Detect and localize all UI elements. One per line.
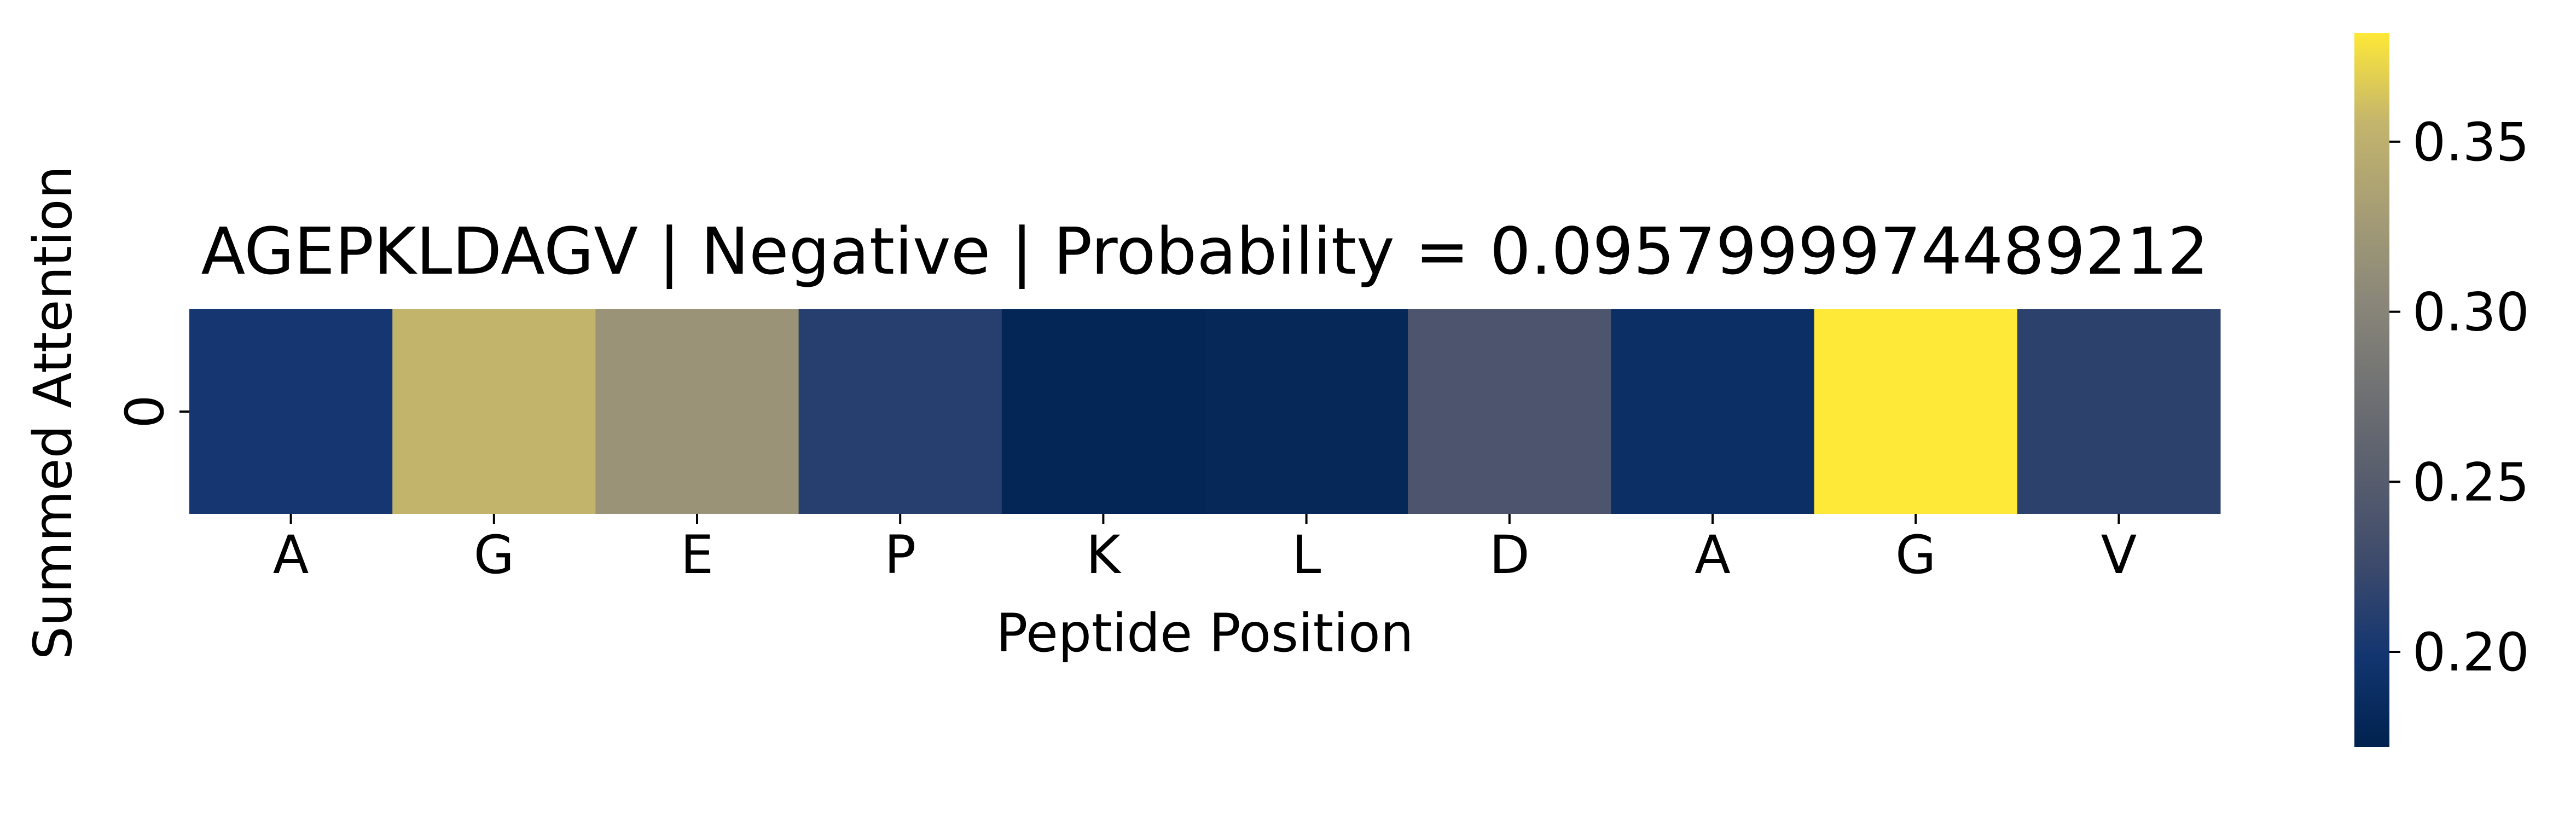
colorbar bbox=[2354, 33, 2389, 747]
x-tick-label: A bbox=[1695, 524, 1731, 586]
heatmap-cell bbox=[2017, 309, 2221, 514]
x-tick-label: D bbox=[1489, 524, 1530, 586]
x-tick-label: G bbox=[1895, 524, 1936, 586]
x-tick-label: V bbox=[2101, 524, 2137, 586]
x-tick-label: G bbox=[474, 524, 514, 586]
heatmap-cell bbox=[1611, 309, 1815, 514]
heatmap-cell bbox=[1814, 309, 2018, 514]
x-tick-label: L bbox=[1292, 524, 1321, 586]
y-axis-label: Summed Attention bbox=[22, 166, 84, 660]
heatmap-cell bbox=[595, 309, 799, 514]
heatmap-cell bbox=[189, 309, 393, 514]
colorbar-tick-label: 0.20 bbox=[2412, 622, 2529, 683]
x-tick-label: A bbox=[273, 524, 309, 586]
y-tick-label: 0 bbox=[114, 395, 176, 428]
colorbar-tick-label: 0.25 bbox=[2412, 452, 2529, 513]
colorbar-tick-label: 0.35 bbox=[2412, 112, 2529, 173]
x-tick-label: K bbox=[1086, 524, 1122, 586]
colorbar-tick-label: 0.30 bbox=[2412, 282, 2529, 343]
colorbar-ticks: 0.20 0.25 0.30 0.35 bbox=[2389, 112, 2529, 683]
chart-title: AGEPKLDAGV | Negative | Probability = 0.… bbox=[201, 213, 2208, 289]
y-axis-ticks: 0 bbox=[114, 395, 189, 429]
heatmap-cell bbox=[392, 309, 596, 514]
heatmap-cell bbox=[1408, 309, 1611, 514]
heatmap-cell bbox=[1205, 309, 1408, 514]
x-axis-label: Peptide Position bbox=[996, 603, 1413, 664]
heatmap-cell bbox=[798, 309, 1002, 514]
heatmap-cells bbox=[189, 309, 2221, 514]
heatmap-cell bbox=[1001, 309, 1205, 514]
x-tick-label: E bbox=[681, 524, 714, 586]
x-tick-label: P bbox=[884, 524, 916, 586]
